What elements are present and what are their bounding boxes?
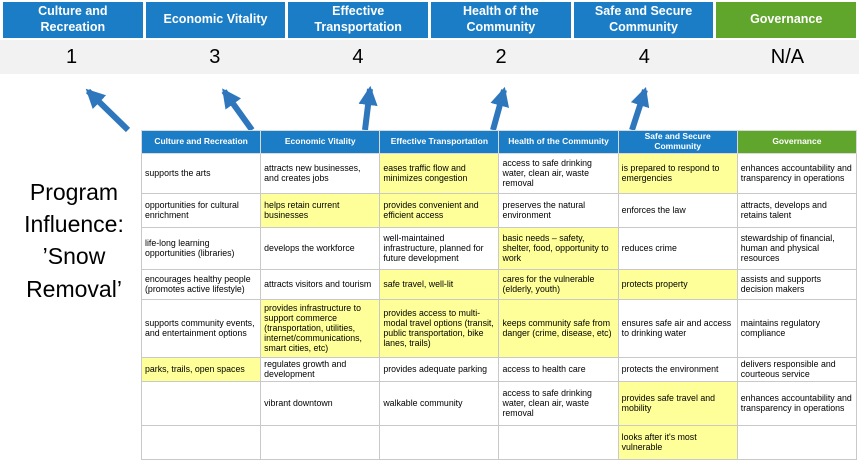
matrix-cell: stewardship of financial, human and phys…	[736, 226, 858, 270]
score-row: 1 3 4 2 4 N/A	[0, 40, 859, 74]
score-health-of-the-community: 2	[495, 45, 507, 68]
matrix-cell: well-maintained infrastructure, planned …	[379, 226, 500, 270]
matrix-cell: enforces the law	[617, 192, 738, 228]
matrix-row: supports the arts attracts new businesse…	[140, 152, 858, 194]
matrix-header-governance: Governance	[736, 130, 858, 154]
matrix-cell: is prepared to respond to emergencies	[617, 152, 738, 194]
matrix-cell: enhances accountability and transparency…	[736, 152, 858, 194]
matrix-cell: access to safe drinking water, clean air…	[498, 380, 619, 426]
matrix-cell: encourages healthy people (promotes acti…	[140, 268, 262, 300]
matrix-cell: access to safe drinking water, clean air…	[498, 152, 619, 194]
matrix-cell: attracts visitors and tourism	[260, 268, 381, 300]
pillar-header-culture-and-recreation: Culture and Recreation	[3, 2, 143, 38]
matrix-cell: keeps community safe from danger (crime,…	[498, 298, 619, 358]
matrix-row: supports community events, and entertain…	[140, 298, 858, 358]
matrix-cell: regulates growth and development	[260, 356, 381, 382]
matrix-cell: ensures safe air and access to drinking …	[617, 298, 738, 358]
matrix-row: vibrant downtown walkable community acce…	[140, 380, 858, 426]
matrix-cell: provides infrastructure to support comme…	[260, 298, 381, 358]
score-culture-and-recreation: 1	[66, 45, 78, 68]
pillar-header-governance: Governance	[716, 2, 857, 38]
matrix-cell: parks, trails, open spaces	[140, 356, 262, 382]
arrow-icon-3	[358, 85, 378, 131]
matrix-header-health-of-the-community: Health of the Community	[498, 130, 619, 154]
matrix-cell: life-long learning opportunities (librar…	[140, 226, 262, 270]
score-safe-and-secure-community: 4	[638, 45, 650, 68]
matrix-cell: enhances accountability and transparency…	[736, 380, 858, 426]
matrix-header-safe-and-secure-community: Safe and Secure Community	[617, 130, 738, 154]
arrow-icon-1	[85, 88, 131, 133]
pillar-header-safe-and-secure-community: Safe and Secure Community	[573, 2, 714, 38]
matrix-header-economic-vitality: Economic Vitality	[260, 130, 381, 154]
matrix-cell	[736, 424, 858, 460]
matrix-cell	[140, 424, 262, 460]
matrix-cell: provides convenient and efficient access	[379, 192, 500, 228]
score-arrows	[85, 85, 650, 133]
score-effective-transportation: 4	[352, 45, 364, 68]
influence-matrix-table: Culture and Recreation Economic Vitality…	[140, 130, 858, 460]
matrix-cell: assists and supports decision makers	[736, 268, 858, 300]
matrix-header-culture-and-recreation: Culture and Recreation	[140, 130, 262, 154]
matrix-cell: maintains regulatory compliance	[736, 298, 858, 358]
matrix-cell: supports the arts	[140, 152, 262, 194]
matrix-cell: develops the workforce	[260, 226, 381, 270]
matrix-cell	[498, 424, 619, 460]
page-title-line2: ’Snow Removal’	[26, 243, 122, 302]
matrix-header-effective-transportation: Effective Transportation	[379, 130, 500, 154]
matrix-cell: cares for the vulnerable (elderly, youth…	[498, 268, 619, 300]
matrix-cell: vibrant downtown	[260, 380, 381, 426]
matrix-header-row: Culture and Recreation Economic Vitality…	[140, 130, 858, 154]
matrix-cell: basic needs – safety, shelter, food, opp…	[498, 226, 619, 270]
pillar-header-health-of-the-community: Health of the Community	[431, 2, 571, 38]
page-title-line1: Program Influence:	[24, 179, 124, 238]
matrix-cell: helps retain current businesses	[260, 192, 381, 228]
matrix-cell: delivers responsible and courteous servi…	[736, 356, 858, 382]
matrix-row: looks after it's most vulnerable	[140, 424, 858, 460]
matrix-cell: provides adequate parking	[379, 356, 500, 382]
score-economic-vitality: 3	[209, 45, 221, 68]
matrix-cell: reduces crime	[617, 226, 738, 270]
arrow-icon-5	[629, 86, 650, 131]
matrix-cell: supports community events, and entertain…	[140, 298, 262, 358]
matrix-cell: opportunities for cultural enrichment	[140, 192, 262, 228]
matrix-cell: access to health care	[498, 356, 619, 382]
matrix-cell: protects the environment	[617, 356, 738, 382]
arrow-icon-2	[221, 88, 255, 132]
matrix-cell	[260, 424, 381, 460]
matrix-row: life-long learning opportunities (librar…	[140, 226, 858, 270]
matrix-cell: provides access to multi-modal travel op…	[379, 298, 500, 358]
matrix-cell: attracts new businesses, and creates job…	[260, 152, 381, 194]
matrix-row: encourages healthy people (promotes acti…	[140, 268, 858, 300]
matrix-cell	[140, 380, 262, 426]
page-title: Program Influence: ’Snow Removal’	[4, 176, 144, 305]
matrix-row: opportunities for cultural enrichment he…	[140, 192, 858, 228]
matrix-cell: attracts, develops and retains talent	[736, 192, 858, 228]
matrix-cell: safe travel, well-lit	[379, 268, 500, 300]
matrix-cell: preserves the natural environment	[498, 192, 619, 228]
pillar-header-row: Culture and Recreation Economic Vitality…	[3, 2, 857, 38]
matrix-row: parks, trails, open spaces regulates gro…	[140, 356, 858, 382]
matrix-cell	[379, 424, 500, 460]
matrix-cell: looks after it's most vulnerable	[617, 424, 738, 460]
pillar-header-effective-transportation: Effective Transportation	[288, 2, 429, 38]
matrix-cell: protects property	[617, 268, 738, 300]
matrix-cell: walkable community	[379, 380, 500, 426]
score-governance: N/A	[770, 45, 805, 68]
arrow-icon-4	[490, 86, 510, 131]
matrix-cell: eases traffic flow and minimizes congest…	[379, 152, 500, 194]
pillar-header-economic-vitality: Economic Vitality	[145, 2, 286, 38]
matrix-cell: provides safe travel and mobility	[617, 380, 738, 426]
